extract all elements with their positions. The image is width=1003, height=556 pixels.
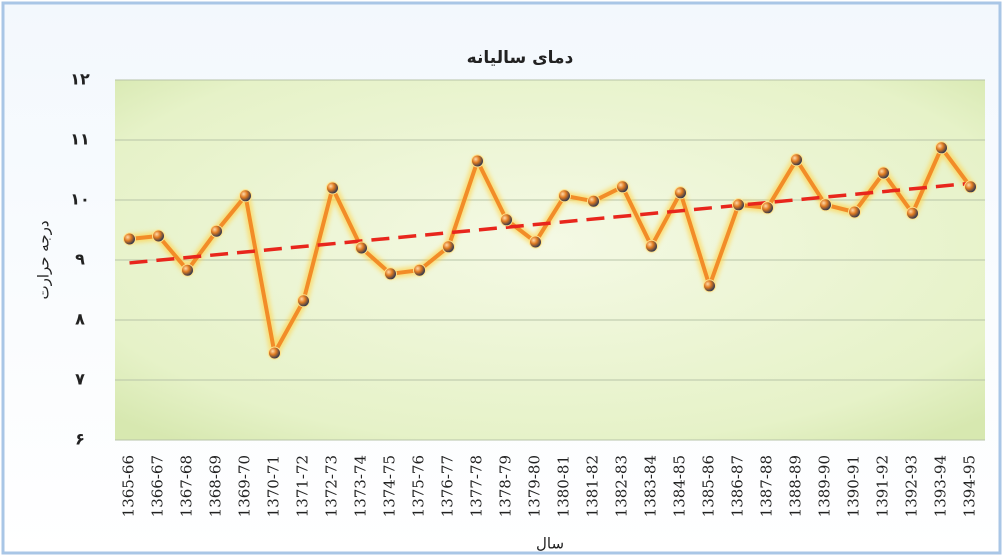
x-tick-label: 1375-76 (410, 455, 428, 517)
y-tick-label: ۸ (75, 310, 85, 329)
x-tick-label: 1379-80 (526, 455, 544, 517)
y-tick-label: ۱۲ (70, 70, 90, 89)
data-point (616, 180, 629, 194)
x-tick-label: 1381-82 (584, 455, 602, 517)
x-axis-label: سال (536, 535, 564, 553)
data-point (529, 235, 542, 249)
trendline (129, 181, 971, 265)
data-point (964, 180, 977, 194)
x-tick-label: 1385-86 (700, 455, 718, 517)
data-point (703, 279, 716, 293)
data-point (935, 141, 948, 155)
data-point (123, 232, 136, 246)
data-point (152, 229, 165, 243)
x-tick-label: 1386-87 (729, 455, 747, 517)
data-point (877, 166, 890, 180)
x-tick-label: 1383-84 (642, 455, 660, 517)
x-tick-label: 1371-72 (294, 455, 312, 517)
data-point (181, 263, 194, 277)
x-tick-label: 1367-68 (178, 455, 196, 517)
y-tick-label: ۱۰ (70, 190, 90, 209)
x-tick-label: 1394-95 (961, 455, 979, 517)
data-point (268, 346, 281, 360)
x-tick-label: 1390-91 (845, 455, 863, 517)
data-point (645, 239, 658, 253)
data-point (326, 181, 339, 195)
x-tick-label: 1368-69 (207, 455, 225, 517)
data-point (500, 213, 513, 227)
data-point (761, 201, 774, 215)
y-axis-label: درجه حرارت (35, 220, 53, 299)
x-tick-label: 1382-83 (613, 455, 631, 517)
x-tick-label: 1365-66 (120, 455, 138, 517)
y-tick-label: ۷ (75, 370, 85, 389)
data-point (848, 205, 861, 219)
data-point (906, 206, 919, 220)
x-tick-label: 1380-81 (555, 455, 573, 517)
x-tick-label: 1376-77 (439, 455, 457, 517)
x-tick-label: 1372-73 (323, 455, 341, 517)
data-point (355, 241, 368, 255)
x-tick-label: 1391-92 (874, 455, 892, 517)
x-tick-label: 1387-88 (758, 455, 776, 517)
data-point (210, 224, 223, 238)
data-point (297, 294, 310, 308)
x-tick-label: 1388-89 (787, 455, 805, 517)
data-point (239, 189, 252, 203)
y-tick-label: ۹ (75, 250, 85, 269)
x-tick-label: 1366-67 (149, 455, 167, 517)
data-point (587, 194, 600, 208)
x-tick-label: 1378-79 (497, 455, 515, 517)
x-tick-label: 1392-93 (903, 455, 921, 517)
y-tick-label: ۶ (75, 430, 85, 449)
x-tick-label: 1377-78 (468, 455, 486, 517)
x-tick-label: 1389-90 (816, 455, 834, 517)
x-tick-label: 1370-71 (265, 455, 283, 517)
data-point (674, 186, 687, 200)
data-point (384, 267, 397, 281)
data-point (732, 198, 745, 212)
x-tick-label: 1393-94 (932, 455, 950, 517)
data-point (558, 189, 571, 203)
data-point (471, 154, 484, 168)
chart-title: دمای سالیانه (467, 48, 574, 68)
data-point (413, 263, 426, 277)
x-tick-label: 1384-85 (671, 455, 689, 517)
x-tick-label: 1374-75 (381, 455, 399, 517)
x-tick-label: 1369-70 (236, 455, 254, 517)
data-point (790, 153, 803, 167)
y-tick-label: ۱۱ (70, 130, 90, 149)
data-point (819, 198, 832, 212)
x-tick-label: 1373-74 (352, 455, 370, 517)
data-point (442, 240, 455, 254)
